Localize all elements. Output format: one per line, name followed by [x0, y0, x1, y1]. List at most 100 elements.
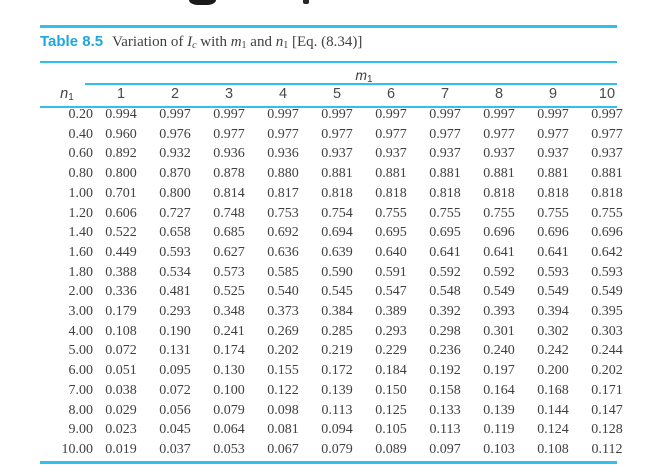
- ic-value-cell: 0.348: [213, 304, 245, 320]
- ic-value-cell: 0.525: [213, 284, 245, 300]
- ic-value-cell: 0.190: [159, 323, 191, 339]
- ic-value-cell: 0.658: [159, 225, 191, 241]
- ic-value-cell: 0.997: [591, 107, 623, 122]
- ic-value-cell: 0.977: [537, 126, 569, 142]
- ic-value-cell: 0.393: [483, 304, 515, 320]
- ic-value-cell: 0.636: [267, 244, 299, 260]
- ic-value-cell: 0.545: [321, 284, 353, 300]
- table-row: 6.00 0.051 0.095 0.130 0.155 0.172 0.184 0.192 0…: [40, 361, 634, 381]
- ic-value-cell: 0.696: [537, 225, 569, 241]
- table-row: 1.80 0.388 0.534 0.573 0.585 0.590 0.591 0.592 0…: [40, 263, 634, 283]
- ic-value-cell: 0.229: [375, 343, 407, 359]
- ic-value-cell: 0.197: [483, 363, 515, 379]
- ic-value-cell: 0.051: [105, 363, 137, 379]
- ic-value-cell: 0.023: [105, 422, 137, 438]
- row-header-n1-value: 1.20: [68, 205, 94, 221]
- ic-value-cell: 0.098: [267, 402, 299, 418]
- ic-value-cell: 0.641: [429, 244, 461, 260]
- ic-value-cell: 0.113: [321, 402, 353, 418]
- ic-value-cell: 0.592: [483, 264, 515, 280]
- ic-value-cell: 0.937: [537, 146, 569, 162]
- ic-value-cell: 0.593: [537, 264, 569, 280]
- row-header-n1-value: 1.80: [68, 264, 94, 280]
- ic-value-cell: 0.150: [375, 382, 407, 398]
- table-row: 0.80 0.800 0.870 0.878 0.880 0.881 0.881 0.881 0…: [40, 164, 634, 184]
- span-header-m1: m1: [355, 67, 373, 85]
- ic-value-cell: 0.184: [375, 363, 407, 379]
- row-header-n1-value: 2.00: [68, 284, 94, 300]
- table-row: 9.00 0.023 0.045 0.064 0.081 0.094 0.105 0.113 0…: [40, 420, 634, 440]
- ic-value-cell: 0.932: [159, 146, 191, 162]
- ic-value-cell: 0.113: [429, 422, 461, 438]
- ic-value-cell: 0.977: [321, 126, 353, 142]
- ic-value-cell: 0.937: [591, 146, 623, 162]
- table-row: 8.00 0.029 0.056 0.079 0.098 0.113 0.125 0.133 0…: [40, 401, 634, 421]
- ic-value-cell: 0.100: [213, 382, 245, 398]
- ic-value-cell: 0.881: [537, 166, 569, 182]
- table-row: 3.00 0.179 0.293 0.348 0.373 0.384 0.389 0.392 0…: [40, 302, 634, 322]
- ic-value-cell: 0.298: [429, 323, 461, 339]
- ic-value-cell: 0.053: [213, 441, 245, 457]
- ic-value-cell: 0.755: [375, 205, 407, 221]
- ic-value-cell: 0.019: [105, 441, 137, 457]
- ic-value-cell: 0.817: [267, 185, 299, 201]
- table-top-rule: [40, 25, 617, 28]
- table-row: 0.60 0.892 0.932 0.936 0.936 0.937 0.937 0.937 0…: [40, 144, 634, 164]
- span-header-spacer: [40, 64, 94, 83]
- ic-value-cell: 0.585: [267, 264, 299, 280]
- column-header: 9: [548, 86, 558, 102]
- ic-value-cell: 0.094: [321, 422, 353, 438]
- ic-value-cell: 0.593: [591, 264, 623, 280]
- ic-value-cell: 0.641: [483, 244, 515, 260]
- ic-value-cell: 0.753: [267, 205, 299, 221]
- ic-value-cell: 0.997: [375, 107, 407, 122]
- ic-value-cell: 0.936: [267, 146, 299, 162]
- ic-value-cell: 0.591: [375, 264, 407, 280]
- ic-value-cell: 0.549: [483, 284, 515, 300]
- header-bottom-rule: [40, 106, 617, 108]
- row-header-n1-value: 10.00: [61, 441, 94, 457]
- ic-value-cell: 0.977: [267, 126, 299, 142]
- table-number-label: Table 8.5: [40, 33, 104, 50]
- ic-value-cell: 0.870: [159, 166, 191, 182]
- column-header: 2: [170, 86, 180, 102]
- ic-value-cell: 0.302: [537, 323, 569, 339]
- ic-value-cell: 0.130: [213, 363, 245, 379]
- row-header-n1-value: 0.80: [68, 166, 94, 182]
- ic-value-cell: 0.800: [159, 185, 191, 201]
- ic-value-cell: 0.997: [267, 107, 299, 122]
- ic-value-cell: 0.081: [267, 422, 299, 438]
- ic-value-cell: 0.818: [375, 185, 407, 201]
- span-header-row: m1: [40, 64, 634, 85]
- ic-value-cell: 0.172: [321, 363, 353, 379]
- cropped-heading-descender-p: [303, 0, 309, 4]
- ic-value-cell: 0.293: [159, 304, 191, 320]
- ic-value-cell: 0.976: [159, 126, 191, 142]
- ic-value-cell: 0.219: [321, 343, 353, 359]
- ic-value-cell: 0.395: [591, 304, 623, 320]
- ic-value-cell: 0.244: [591, 343, 623, 359]
- ic-value-cell: 0.269: [267, 323, 299, 339]
- ic-value-cell: 0.994: [105, 107, 137, 122]
- ic-value-cell: 0.112: [591, 441, 623, 457]
- table-row: 1.40 0.522 0.658 0.685 0.692 0.694 0.695 0.695 0…: [40, 223, 634, 243]
- ic-value-cell: 0.997: [321, 107, 353, 122]
- column-header: 8: [494, 86, 504, 102]
- ic-value-cell: 0.534: [159, 264, 191, 280]
- ic-value-cell: 0.045: [159, 422, 191, 438]
- ic-value-cell: 0.881: [429, 166, 461, 182]
- row-header-n1-value: 4.00: [68, 323, 94, 339]
- ic-value-cell: 0.997: [429, 107, 461, 122]
- column-header: 5: [332, 86, 342, 102]
- table-row: 7.00 0.038 0.072 0.100 0.122 0.139 0.150 0.158 0…: [40, 381, 634, 401]
- table-row: 5.00 0.072 0.131 0.174 0.202 0.219 0.229 0.236 0…: [40, 341, 634, 361]
- ic-value-cell: 0.522: [105, 225, 137, 241]
- caption-bottom-rule: [40, 61, 617, 63]
- ic-value-cell: 0.293: [375, 323, 407, 339]
- ic-value-cell: 0.079: [321, 441, 353, 457]
- ic-value-cell: 0.336: [105, 284, 137, 300]
- ic-value-cell: 0.155: [267, 363, 299, 379]
- column-header: 6: [386, 86, 396, 102]
- ic-value-cell: 0.038: [105, 382, 137, 398]
- row-header-n1-value: 0.20: [68, 107, 94, 122]
